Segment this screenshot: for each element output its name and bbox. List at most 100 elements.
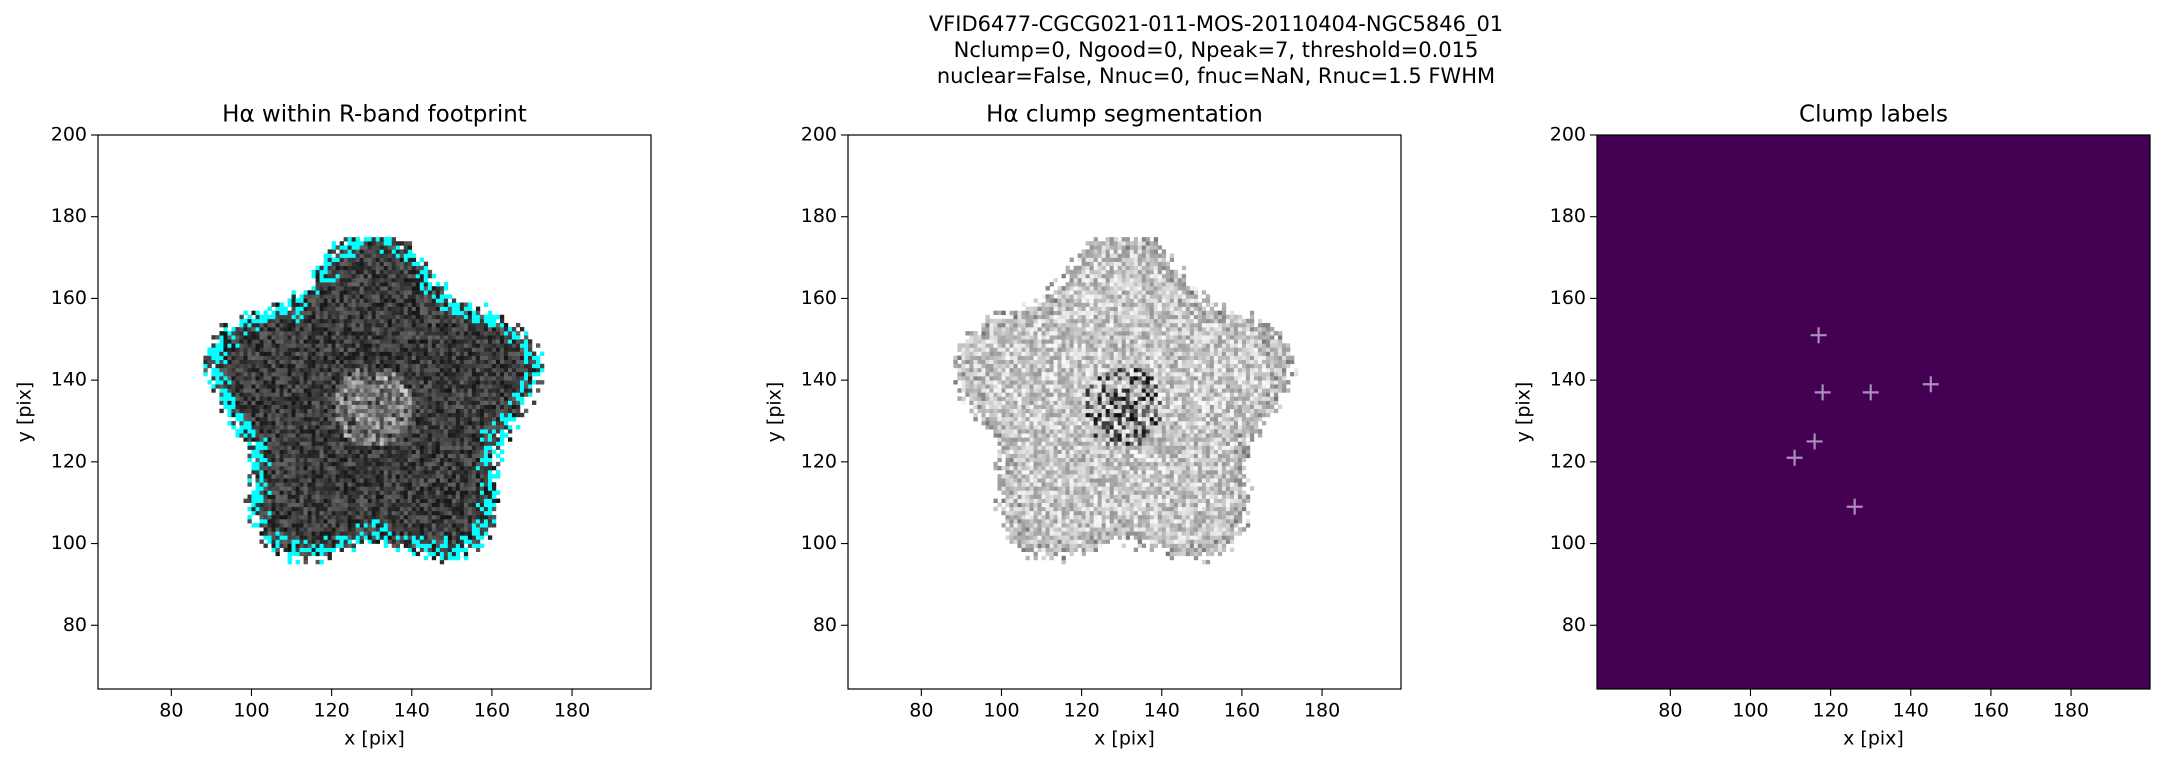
image-pixel (367, 539, 372, 544)
image-pixel (303, 502, 308, 508)
image-pixel (427, 371, 433, 377)
image-pixel (295, 327, 300, 332)
image-pixel (443, 400, 449, 405)
image-pixel (511, 371, 517, 377)
image-pixel (427, 543, 433, 548)
image-pixel (343, 416, 348, 422)
image-pixel (355, 429, 360, 434)
image-pixel (407, 290, 413, 295)
image-pixel (271, 502, 276, 508)
image-pixel (383, 245, 389, 250)
image-pixel (455, 347, 461, 352)
image-pixel (311, 465, 316, 471)
image-pixel (439, 347, 445, 352)
image-pixel (511, 363, 517, 369)
image-pixel (423, 490, 429, 495)
image-pixel (319, 290, 324, 295)
image-pixel (431, 531, 437, 536)
image-pixel (343, 388, 348, 393)
image-pixel (411, 347, 417, 352)
image-pixel (419, 290, 425, 295)
image-pixel (259, 514, 264, 520)
image-pixel (275, 306, 280, 311)
image-pixel (267, 531, 272, 536)
image-pixel (351, 498, 356, 503)
image-pixel (299, 494, 304, 499)
image-pixel (1005, 322, 1010, 328)
image-pixel (447, 412, 453, 418)
image-pixel (383, 290, 389, 295)
image-pixel (339, 339, 344, 344)
image-pixel (259, 347, 264, 352)
image-pixel (327, 249, 332, 254)
image-pixel (391, 355, 397, 361)
image-pixel (323, 429, 328, 434)
image-pixel (1001, 465, 1006, 471)
image-pixel (379, 420, 385, 426)
image-pixel (379, 302, 385, 307)
image-pixel (491, 363, 497, 369)
image-pixel (969, 363, 974, 369)
image-pixel (391, 339, 397, 344)
image-pixel (359, 453, 364, 459)
image-pixel (387, 453, 393, 459)
image-pixel (283, 539, 288, 544)
image-pixel (435, 453, 441, 459)
image-pixel (483, 388, 489, 393)
image-pixel (303, 376, 308, 381)
image-pixel (287, 478, 292, 483)
image-pixel (367, 241, 372, 246)
image-pixel (355, 449, 360, 454)
image-pixel (375, 265, 381, 271)
image-pixel (411, 527, 417, 532)
image-pixel (495, 392, 501, 397)
image-pixel (989, 318, 994, 324)
image-pixel (379, 355, 385, 361)
image-pixel (347, 249, 352, 254)
image-pixel (311, 535, 316, 540)
image-pixel (327, 269, 332, 275)
image-pixel (307, 474, 312, 479)
image-pixel (439, 343, 445, 348)
image-pixel (359, 331, 364, 336)
image-pixel (347, 510, 352, 516)
image-pixel (455, 551, 461, 557)
image-pixel (251, 347, 256, 352)
image-pixel (1001, 490, 1006, 495)
image-pixel (251, 376, 256, 381)
image-pixel (303, 298, 308, 303)
image-pixel (535, 355, 541, 361)
image-pixel (415, 527, 421, 532)
image-pixel (239, 376, 244, 381)
image-pixel (531, 355, 537, 361)
image-pixel (463, 490, 469, 495)
image-pixel (247, 429, 252, 434)
image-pixel (299, 478, 304, 483)
image-pixel (471, 380, 477, 385)
image-pixel (311, 445, 316, 450)
image-pixel (263, 347, 268, 352)
image-pixel (323, 547, 328, 553)
image-pixel (483, 363, 489, 369)
image-pixel (375, 294, 381, 299)
image-pixel (335, 433, 340, 438)
image-pixel (515, 335, 521, 340)
image-pixel (395, 322, 401, 328)
image-pixel (359, 347, 364, 352)
image-pixel (323, 294, 328, 299)
image-pixel (391, 310, 397, 316)
image-pixel (279, 363, 284, 369)
image-pixel (283, 425, 288, 430)
image-pixel (961, 400, 966, 405)
image-pixel (479, 408, 485, 414)
image-pixel (989, 400, 994, 405)
image-pixel (231, 359, 236, 365)
image-pixel (347, 294, 352, 299)
image-pixel (1005, 465, 1010, 471)
image-pixel (443, 470, 449, 475)
image-pixel (287, 322, 292, 328)
image-pixel (303, 555, 308, 561)
image-pixel (367, 306, 372, 311)
image-pixel (307, 461, 312, 467)
image-pixel (1001, 367, 1006, 373)
